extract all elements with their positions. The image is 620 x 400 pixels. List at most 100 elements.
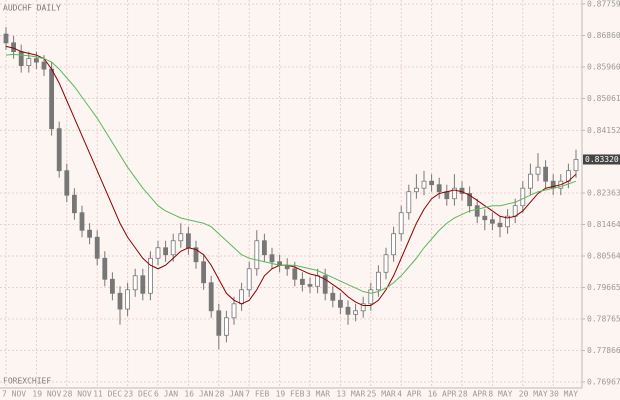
candle-body <box>170 240 176 256</box>
x-tick-label: 28 APR <box>458 390 487 399</box>
x-tick-label: 8 MAY <box>488 390 512 399</box>
candle-body <box>79 212 85 231</box>
candle-body <box>3 33 9 44</box>
candle-body <box>482 215 488 221</box>
candle-body <box>239 289 245 305</box>
candle-body <box>132 275 138 291</box>
candle-body <box>330 292 336 301</box>
candle-body <box>444 191 450 200</box>
candle-body <box>497 222 503 228</box>
y-tick-label: 0.82363 <box>587 189 620 198</box>
y-tick-label: 0.86860 <box>587 31 620 40</box>
y-tick-label: 0.79665 <box>587 283 620 292</box>
candle-body <box>307 284 313 287</box>
candle-body <box>117 292 123 310</box>
x-tick-label: 16 JAN <box>184 390 213 399</box>
y-tick-label: 0.77866 <box>587 346 620 355</box>
candle-body <box>360 303 366 312</box>
x-tick-label: 3 MAR <box>306 390 330 399</box>
candle-body <box>413 187 419 193</box>
candle-body <box>72 194 77 214</box>
y-tick-label: 0.80564 <box>587 252 620 261</box>
candle-body <box>299 278 305 285</box>
candle-body <box>421 180 427 189</box>
candle-body <box>269 254 275 263</box>
candle-body <box>193 247 199 263</box>
candle-body <box>505 215 511 228</box>
candle-body <box>155 247 161 259</box>
candle-body <box>223 317 229 336</box>
candle-body <box>125 289 130 310</box>
candle-body <box>474 205 480 217</box>
candle-body <box>520 187 526 207</box>
x-tick-label: 13 MAR <box>336 390 365 399</box>
y-tick-label: 0.87759 <box>587 0 620 8</box>
candle-body <box>11 42 17 52</box>
candle-body <box>489 219 495 224</box>
y-tick-label: 0.85061 <box>587 94 620 103</box>
candle-body <box>292 268 298 280</box>
x-tick-label: 19 FEB <box>276 390 305 399</box>
candle-body <box>398 212 404 235</box>
candle-body <box>429 180 435 186</box>
candle-body <box>375 271 381 291</box>
x-tick-label: 6 JAN <box>154 390 178 399</box>
candle-body <box>49 68 54 130</box>
x-tick-label: 19 NOV <box>32 390 61 399</box>
candle-body <box>451 187 457 200</box>
watermark: FOREXCHIEF <box>3 377 51 386</box>
last-price-label: 0.83320 <box>585 155 619 164</box>
candle-body <box>246 268 252 291</box>
candle-body <box>94 236 100 259</box>
moving-average <box>5 53 577 294</box>
x-tick-label: 28 NOV <box>63 390 92 399</box>
chart-title: AUDCHF DAILY <box>3 4 61 13</box>
candle-body <box>163 247 169 256</box>
candle-body <box>64 170 70 196</box>
candle-body <box>528 173 533 189</box>
candle-body <box>368 289 374 305</box>
candle-body <box>216 310 222 336</box>
candle-body <box>34 58 39 63</box>
candle-body <box>26 58 32 67</box>
candle-body <box>383 254 389 273</box>
candle-body <box>345 306 351 315</box>
x-tick-label: 16 APR <box>428 390 457 399</box>
x-tick-label: 25 MAR <box>367 390 396 399</box>
candle-body <box>140 275 146 294</box>
x-tick-label: 11 DEC <box>93 390 122 399</box>
candle-body <box>261 240 267 256</box>
candle-body <box>467 193 473 207</box>
x-tick-label: 4 APR <box>397 390 421 399</box>
candle-body <box>18 51 24 67</box>
candle-body <box>535 166 541 175</box>
candle-body <box>147 257 153 294</box>
candle-body <box>406 191 412 214</box>
y-tick-label: 0.78765 <box>587 315 620 324</box>
y-tick-label: 0.81464 <box>587 220 620 229</box>
y-tick-label: 0.76967 <box>587 378 620 387</box>
candle-body <box>208 282 214 312</box>
candle-body <box>185 233 191 249</box>
candle-body <box>322 275 328 294</box>
last-price-box <box>583 154 620 165</box>
candle-body <box>231 303 237 319</box>
candle-body <box>56 128 62 172</box>
y-tick-label: 0.84152 <box>587 126 620 135</box>
candle-body <box>110 278 115 294</box>
x-tick-label: 7 FEB <box>245 390 269 399</box>
candle-body <box>436 184 442 193</box>
candle-body <box>41 61 47 70</box>
x-tick-label: 7 NOV <box>2 390 26 399</box>
candle-body <box>201 261 207 284</box>
candle-body <box>254 240 260 270</box>
x-tick-label: 23 DEC <box>124 390 153 399</box>
candle-body <box>573 159 579 172</box>
candle-body <box>87 229 92 238</box>
x-tick-label: 20 MAY <box>519 390 548 399</box>
candle-body <box>391 233 397 256</box>
moving-average <box>5 45 577 307</box>
candle-body <box>512 205 518 217</box>
